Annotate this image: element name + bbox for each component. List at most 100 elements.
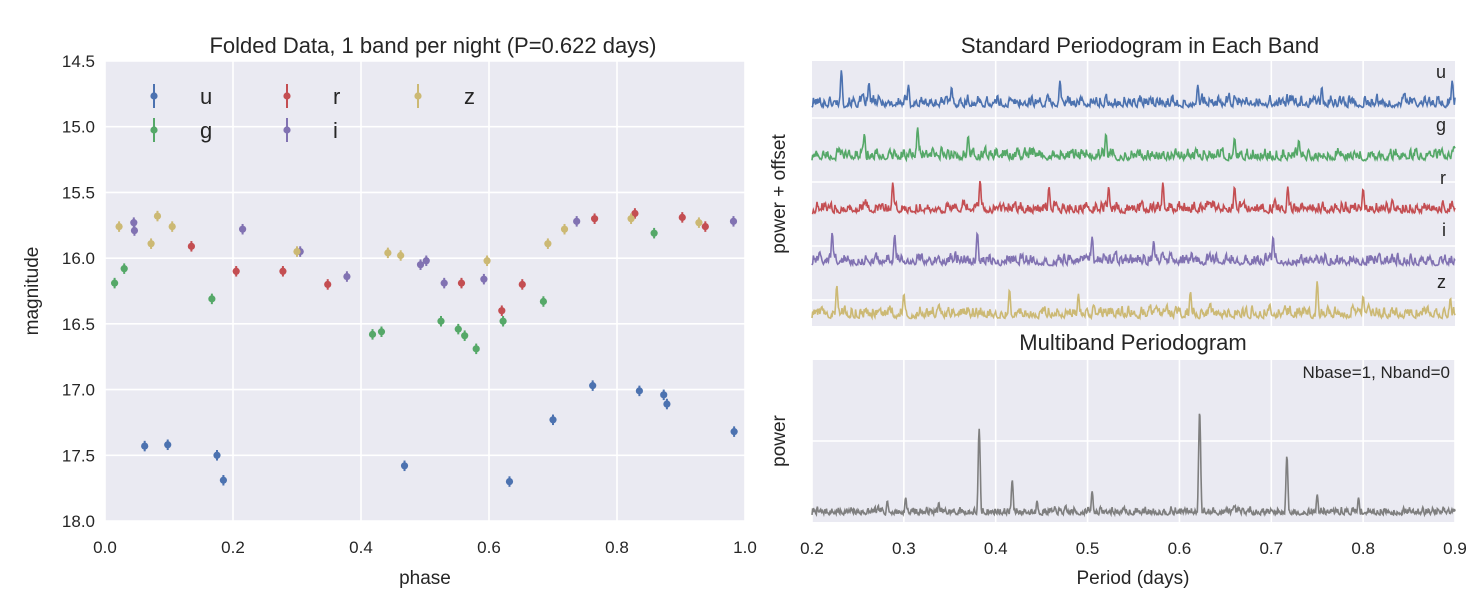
marker (663, 400, 671, 408)
marker (377, 328, 386, 336)
marker (400, 462, 409, 470)
x-tick-label: 0.9 (1443, 539, 1467, 558)
x-tick-label: 0.0 (93, 538, 117, 557)
marker (208, 295, 216, 303)
legend-label: g (200, 118, 212, 143)
marker (130, 219, 138, 227)
marker (147, 240, 155, 248)
marker (461, 332, 469, 340)
marker (589, 382, 597, 390)
band-label-r: r (1440, 168, 1446, 188)
folded-legend: u r z g i (150, 84, 475, 143)
legend-marker (414, 92, 422, 100)
data-point-r (279, 266, 287, 277)
y-tick-label: 18.0 (62, 512, 95, 531)
data-point-z (384, 247, 392, 259)
data-point-g (377, 326, 386, 337)
marker (454, 325, 462, 333)
data-point-r (232, 266, 240, 277)
data-point-i (729, 216, 738, 227)
marker (279, 267, 287, 275)
data-point-g (454, 323, 462, 335)
multiband-annotation: Nbase=1, Nband=0 (1303, 363, 1450, 382)
marker (635, 387, 644, 395)
x-tick-label: 0.8 (1351, 539, 1375, 558)
folded-ylabel: magnitude (22, 247, 43, 336)
data-point-g (650, 227, 658, 239)
band-ylabel: power + offset (769, 134, 790, 254)
legend-entry-z: z (414, 84, 475, 109)
folded-title: Folded Data, 1 band per night (P=0.622 d… (209, 33, 656, 58)
marker (498, 307, 506, 315)
legend-entry-i: i (283, 118, 338, 143)
marker (518, 280, 526, 289)
folded-xlabel: phase (399, 568, 451, 589)
marker (164, 441, 172, 449)
periodogram-line-g (811, 127, 1456, 163)
y-tick-label: 14.5 (62, 52, 95, 71)
band-label-g: g (1436, 115, 1446, 135)
folded-plot-area (105, 61, 745, 521)
marker (483, 257, 491, 265)
data-point-g (437, 315, 445, 327)
marker (232, 267, 240, 275)
marker (499, 317, 507, 325)
x-tick-label: 0.5 (1076, 539, 1100, 558)
data-point-i (480, 273, 488, 285)
y-tick-label: 16.0 (62, 249, 95, 268)
data-point-g (111, 277, 119, 289)
marker (544, 240, 552, 248)
data-point-u (213, 450, 221, 461)
multiband-tick-labels: 0.2 0.3 0.4 0.5 0.6 0.7 0.8 0.9 (800, 539, 1467, 558)
data-point-i (573, 216, 581, 227)
data-point-r (498, 305, 506, 316)
marker (573, 217, 581, 225)
data-point-i (416, 259, 425, 270)
marker (560, 225, 569, 233)
marker (213, 451, 221, 459)
band-label-z: z (1437, 272, 1446, 292)
legend-marker (150, 92, 158, 100)
band-label-i: i (1442, 220, 1446, 240)
marker (591, 215, 599, 223)
marker (130, 226, 139, 235)
periodogram-line-i (811, 231, 1456, 268)
marker (115, 223, 123, 231)
multiband-xlabel: Period (days) (1077, 568, 1190, 589)
marker (168, 223, 176, 231)
data-point-r (678, 212, 686, 223)
data-point-z (293, 246, 301, 257)
folded-tick-labels: 0.0 0.2 0.4 0.6 0.8 1.0 14.5 15.0 15.5 16.0 16.5 17… (62, 52, 757, 557)
marker (111, 279, 119, 287)
data-point-r (187, 241, 195, 252)
data-point-u (505, 476, 514, 487)
data-point-g (539, 296, 548, 307)
x-tick-label: 0.7 (1259, 539, 1283, 558)
x-tick-label: 0.6 (1168, 539, 1192, 558)
data-point-z (397, 250, 405, 261)
marker (695, 219, 703, 227)
marker (324, 280, 332, 289)
x-tick-label: 0.4 (984, 539, 1008, 558)
multiband-title: Multiband Periodogram (1019, 330, 1246, 355)
data-point-g (472, 343, 480, 355)
data-point-z (483, 255, 491, 267)
marker (440, 279, 448, 287)
data-point-u (141, 440, 149, 452)
data-point-g (120, 263, 128, 274)
multiband-grid (811, 360, 1456, 522)
marker (472, 345, 480, 353)
x-tick-label: 0.8 (605, 538, 629, 557)
data-point-i (440, 277, 448, 289)
marker (627, 215, 635, 223)
data-point-i (130, 225, 139, 236)
legend-entry-u: u (150, 84, 212, 109)
marker (187, 242, 195, 250)
data-point-z (153, 210, 162, 222)
data-point-i (343, 271, 351, 282)
data-point-r (324, 279, 332, 290)
legend-marker (283, 92, 291, 100)
marker (416, 261, 425, 269)
